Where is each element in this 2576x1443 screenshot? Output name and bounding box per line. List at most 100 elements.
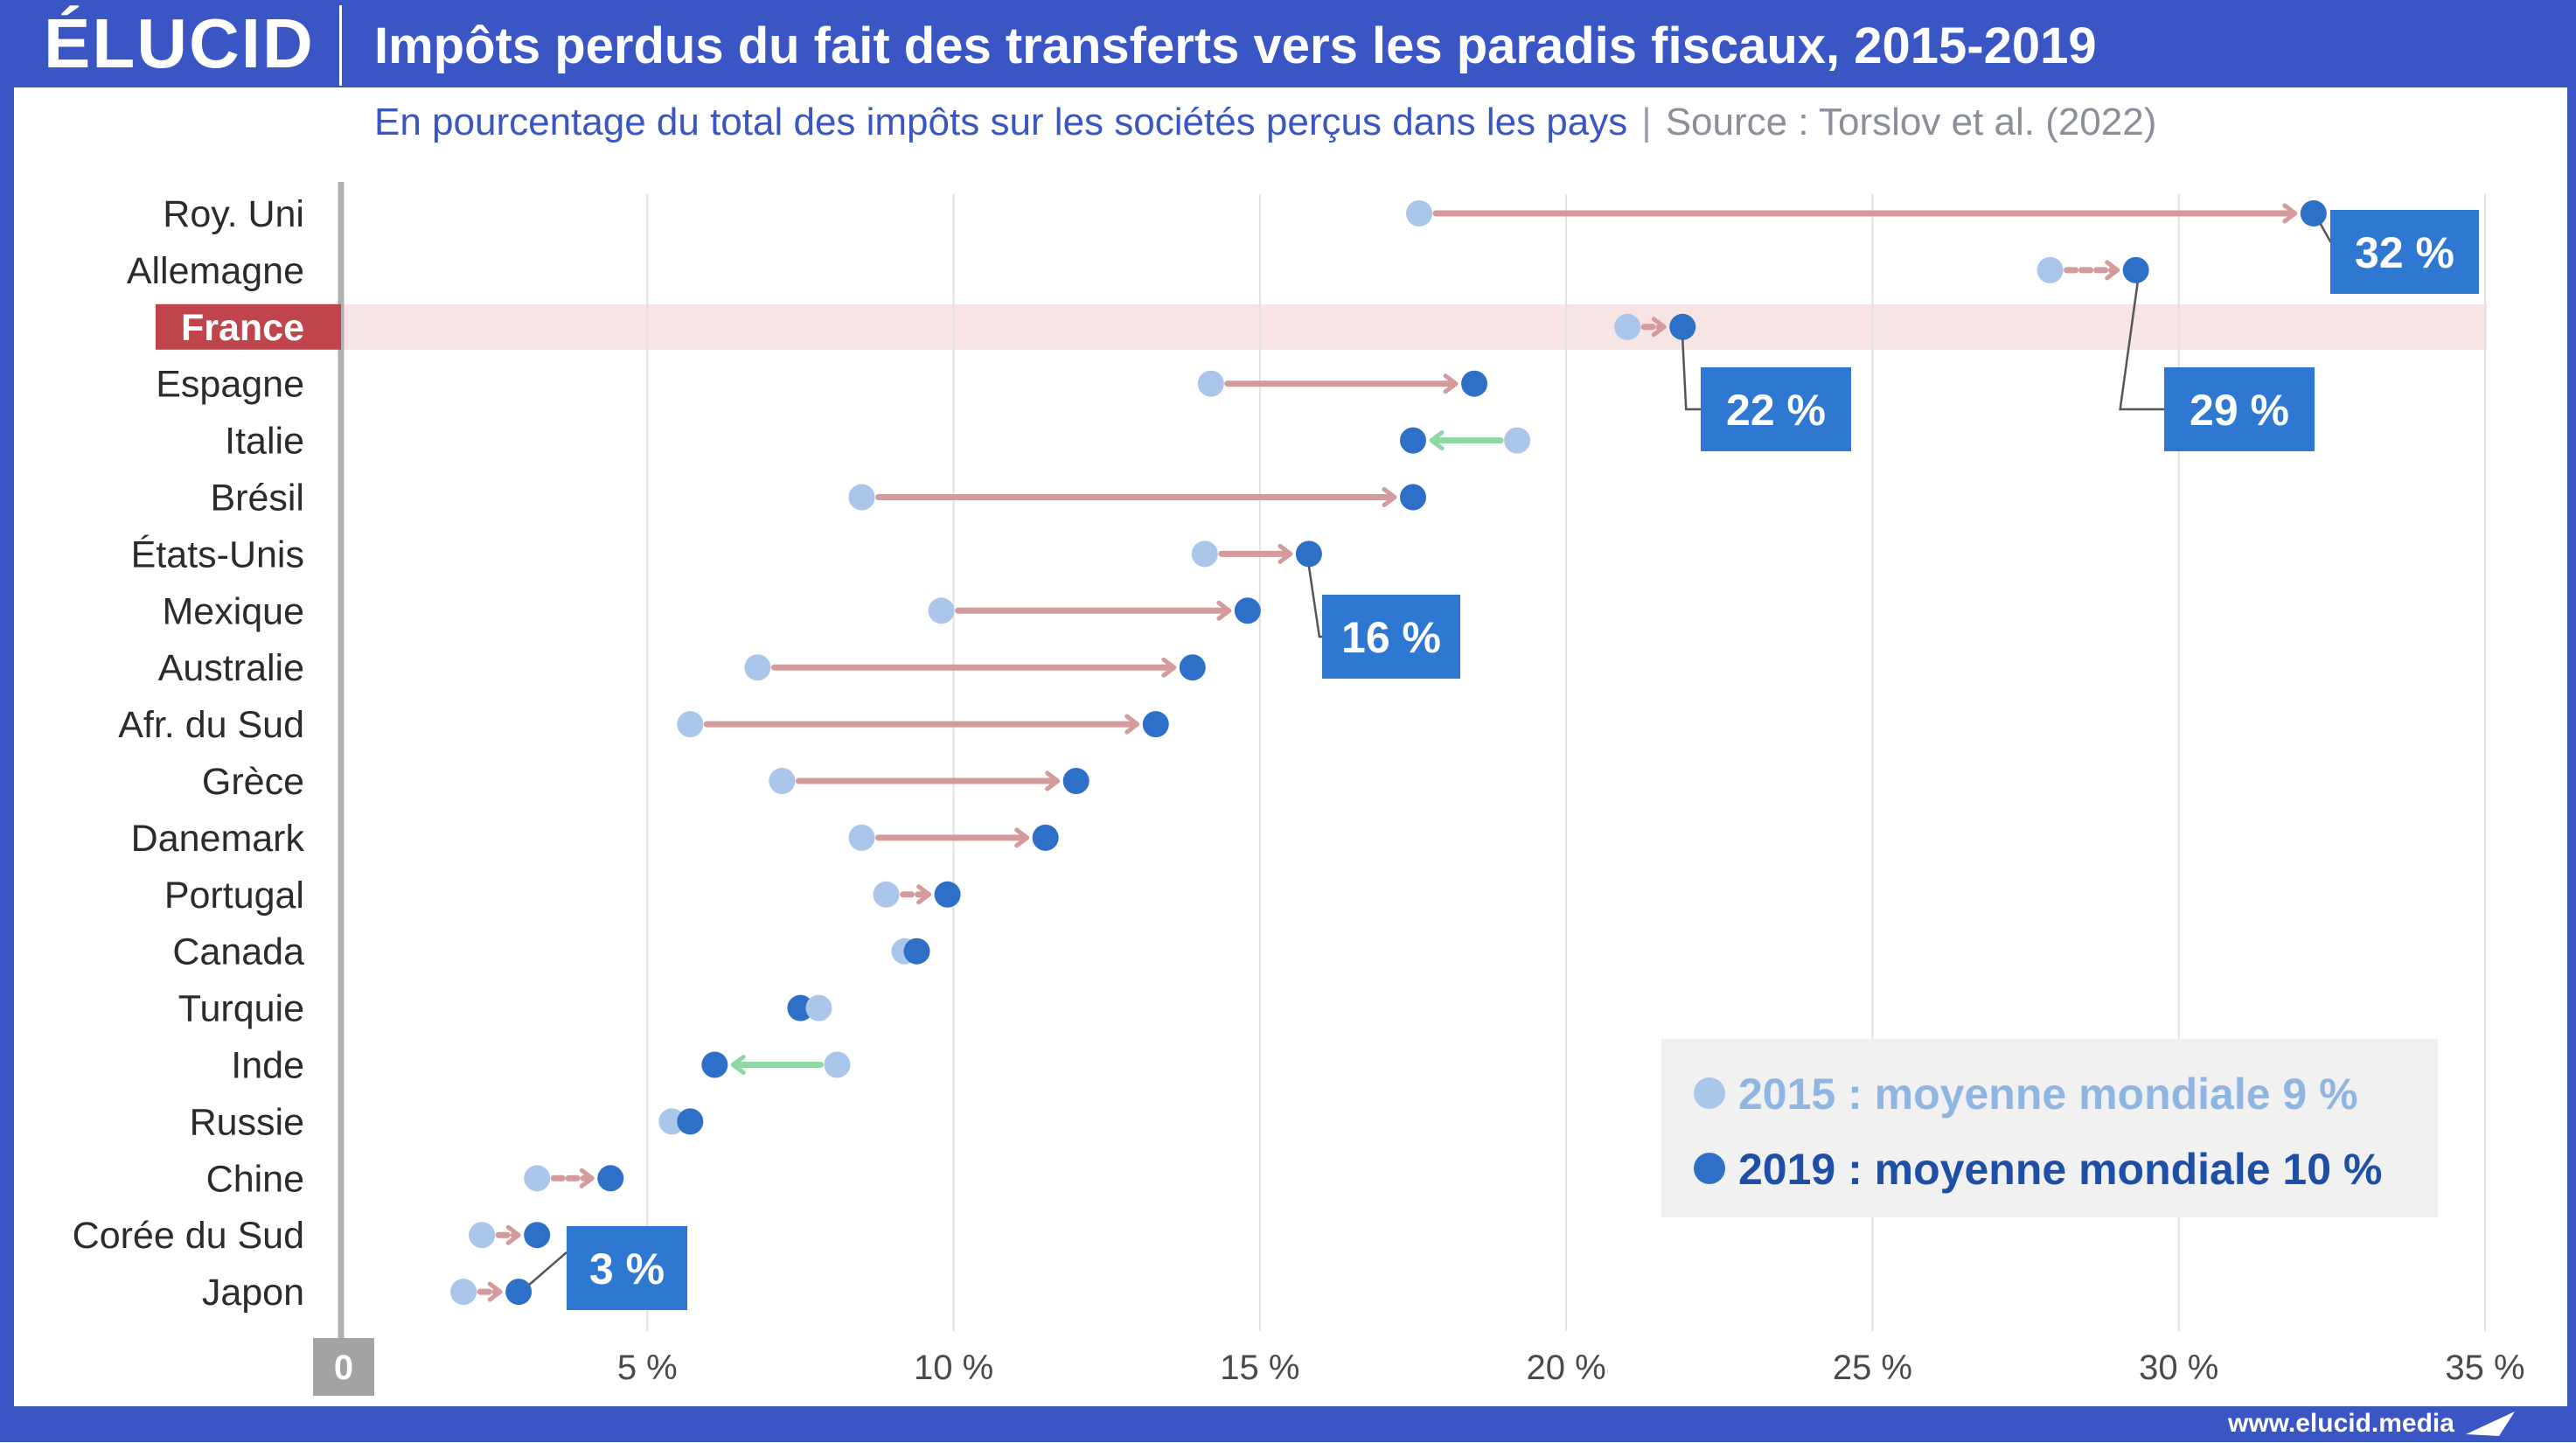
- callout-label: 22 %: [1726, 386, 1826, 435]
- zero-tick-box: [313, 1338, 374, 1396]
- dot-2015: [450, 1279, 477, 1306]
- change-arrow-head: [1429, 430, 1445, 451]
- dot-2019: [524, 1222, 551, 1249]
- change-arrow-head: [505, 1224, 521, 1245]
- dot-2015: [824, 1051, 851, 1078]
- x-tick-label: 20 %: [1527, 1349, 1606, 1387]
- dot-2015: [1197, 370, 1224, 397]
- dot-2019: [505, 1279, 533, 1306]
- legend-box: [1661, 1039, 2438, 1217]
- dot-2015: [658, 1108, 686, 1135]
- dot-2019: [1032, 824, 1059, 851]
- dot-2019: [2300, 200, 2327, 227]
- country-label: Australie: [158, 647, 304, 689]
- country-label: Inde: [231, 1045, 304, 1087]
- logo-separator: [339, 5, 342, 86]
- x-tick-label: 35 %: [2445, 1349, 2524, 1387]
- dot-2019: [677, 1108, 704, 1135]
- callout-leader-line: [528, 1251, 567, 1286]
- x-tick-label: 10 %: [914, 1349, 993, 1387]
- dot-2019: [934, 881, 961, 908]
- country-label: Roy. Uni: [163, 193, 304, 235]
- country-label: Japon: [202, 1272, 304, 1314]
- dot-2019: [1179, 654, 1206, 681]
- logo: ÉLUCID: [44, 4, 315, 82]
- country-label: Grèce: [202, 761, 304, 803]
- change-arrow-head: [1124, 714, 1140, 735]
- dot-2019: [1295, 540, 1322, 568]
- callout-label: 32 %: [2355, 228, 2454, 277]
- dot-2015: [873, 881, 900, 908]
- country-label: Afr. du Sud: [118, 704, 304, 746]
- legend-label: 2015 : moyenne mondiale 9 %: [1738, 1070, 2358, 1119]
- dot-2015: [469, 1222, 496, 1249]
- callout-leader-line: [1307, 566, 1322, 638]
- x-tick-label: 5 %: [617, 1349, 678, 1387]
- legend-dot-2015: [1694, 1077, 1725, 1109]
- dot-2015: [2036, 256, 2064, 283]
- country-label: Mexique: [162, 590, 304, 632]
- x-tick-label: 0: [334, 1349, 353, 1387]
- change-arrow-head: [2105, 260, 2120, 281]
- callout-leader-line: [2119, 282, 2164, 411]
- dot-2019: [1142, 711, 1169, 738]
- country-label: Canada: [172, 931, 304, 973]
- change-arrow-head: [487, 1281, 503, 1302]
- dot-2019: [2122, 256, 2149, 283]
- change-arrow-head: [1045, 770, 1061, 791]
- dot-2019: [1461, 370, 1488, 397]
- dot-2015: [805, 994, 832, 1021]
- country-label: États-Unis: [131, 533, 304, 575]
- frame-right-border: [2567, 87, 2576, 1442]
- dot-2015: [1504, 427, 1531, 454]
- dot-2019: [787, 994, 814, 1021]
- paper-plane-icon: [2466, 1412, 2515, 1436]
- callout-label: 16 %: [1341, 613, 1441, 662]
- change-arrow-head: [1161, 657, 1177, 678]
- subtitle-text: En pourcentage du total des impôts sur l…: [374, 101, 1628, 143]
- dot-2019: [1234, 597, 1261, 624]
- subtitle-separator: |: [1641, 101, 1652, 143]
- dot-2015: [1614, 313, 1641, 340]
- dot-2019: [597, 1165, 624, 1192]
- callout-box: [1701, 367, 1851, 451]
- country-label: Turquie: [178, 988, 304, 1030]
- country-label: Russie: [190, 1101, 304, 1143]
- country-label: Espagne: [156, 364, 304, 406]
- dot-2015: [1406, 200, 1433, 227]
- country-label: Allemagne: [127, 250, 304, 292]
- chart-subtitle: En pourcentage du total des impôts sur l…: [374, 96, 2156, 149]
- x-tick-label: 15 %: [1220, 1349, 1299, 1387]
- header-bar: [0, 0, 2576, 87]
- dot-2019: [1669, 313, 1696, 340]
- dot-2015: [848, 824, 875, 851]
- legend-label: 2019 : moyenne mondiale 10 %: [1738, 1145, 2382, 1194]
- footer-bar: [0, 1406, 2576, 1442]
- frame-left-border: [0, 87, 14, 1442]
- change-arrow-head: [1216, 600, 1232, 621]
- x-tick-label: 30 %: [2139, 1349, 2218, 1387]
- change-arrow-head: [579, 1168, 595, 1189]
- callout-box: [567, 1226, 687, 1310]
- country-label: Portugal: [164, 875, 304, 917]
- dot-2019: [1400, 484, 1426, 511]
- country-label: Brésil: [210, 478, 304, 519]
- dot-2015: [928, 597, 955, 624]
- dot-2015: [769, 768, 796, 794]
- dot-2015: [848, 484, 875, 511]
- dot-2015: [1191, 540, 1218, 568]
- country-label: Danemark: [131, 818, 305, 860]
- callout-leader-line: [1681, 338, 1701, 411]
- highlight-label-box: [156, 303, 341, 350]
- country-label: Chine: [206, 1158, 304, 1200]
- chart-title: Impôts perdus du fait des transferts ver…: [374, 17, 2097, 74]
- country-label: France: [181, 307, 304, 349]
- dot-2015: [744, 654, 771, 681]
- change-arrow-head: [1651, 317, 1667, 338]
- website-url: www.elucid.media: [2228, 1409, 2454, 1438]
- callout-box: [1322, 595, 1460, 679]
- dot-2015: [524, 1165, 551, 1192]
- legend-dot-2019: [1694, 1153, 1725, 1184]
